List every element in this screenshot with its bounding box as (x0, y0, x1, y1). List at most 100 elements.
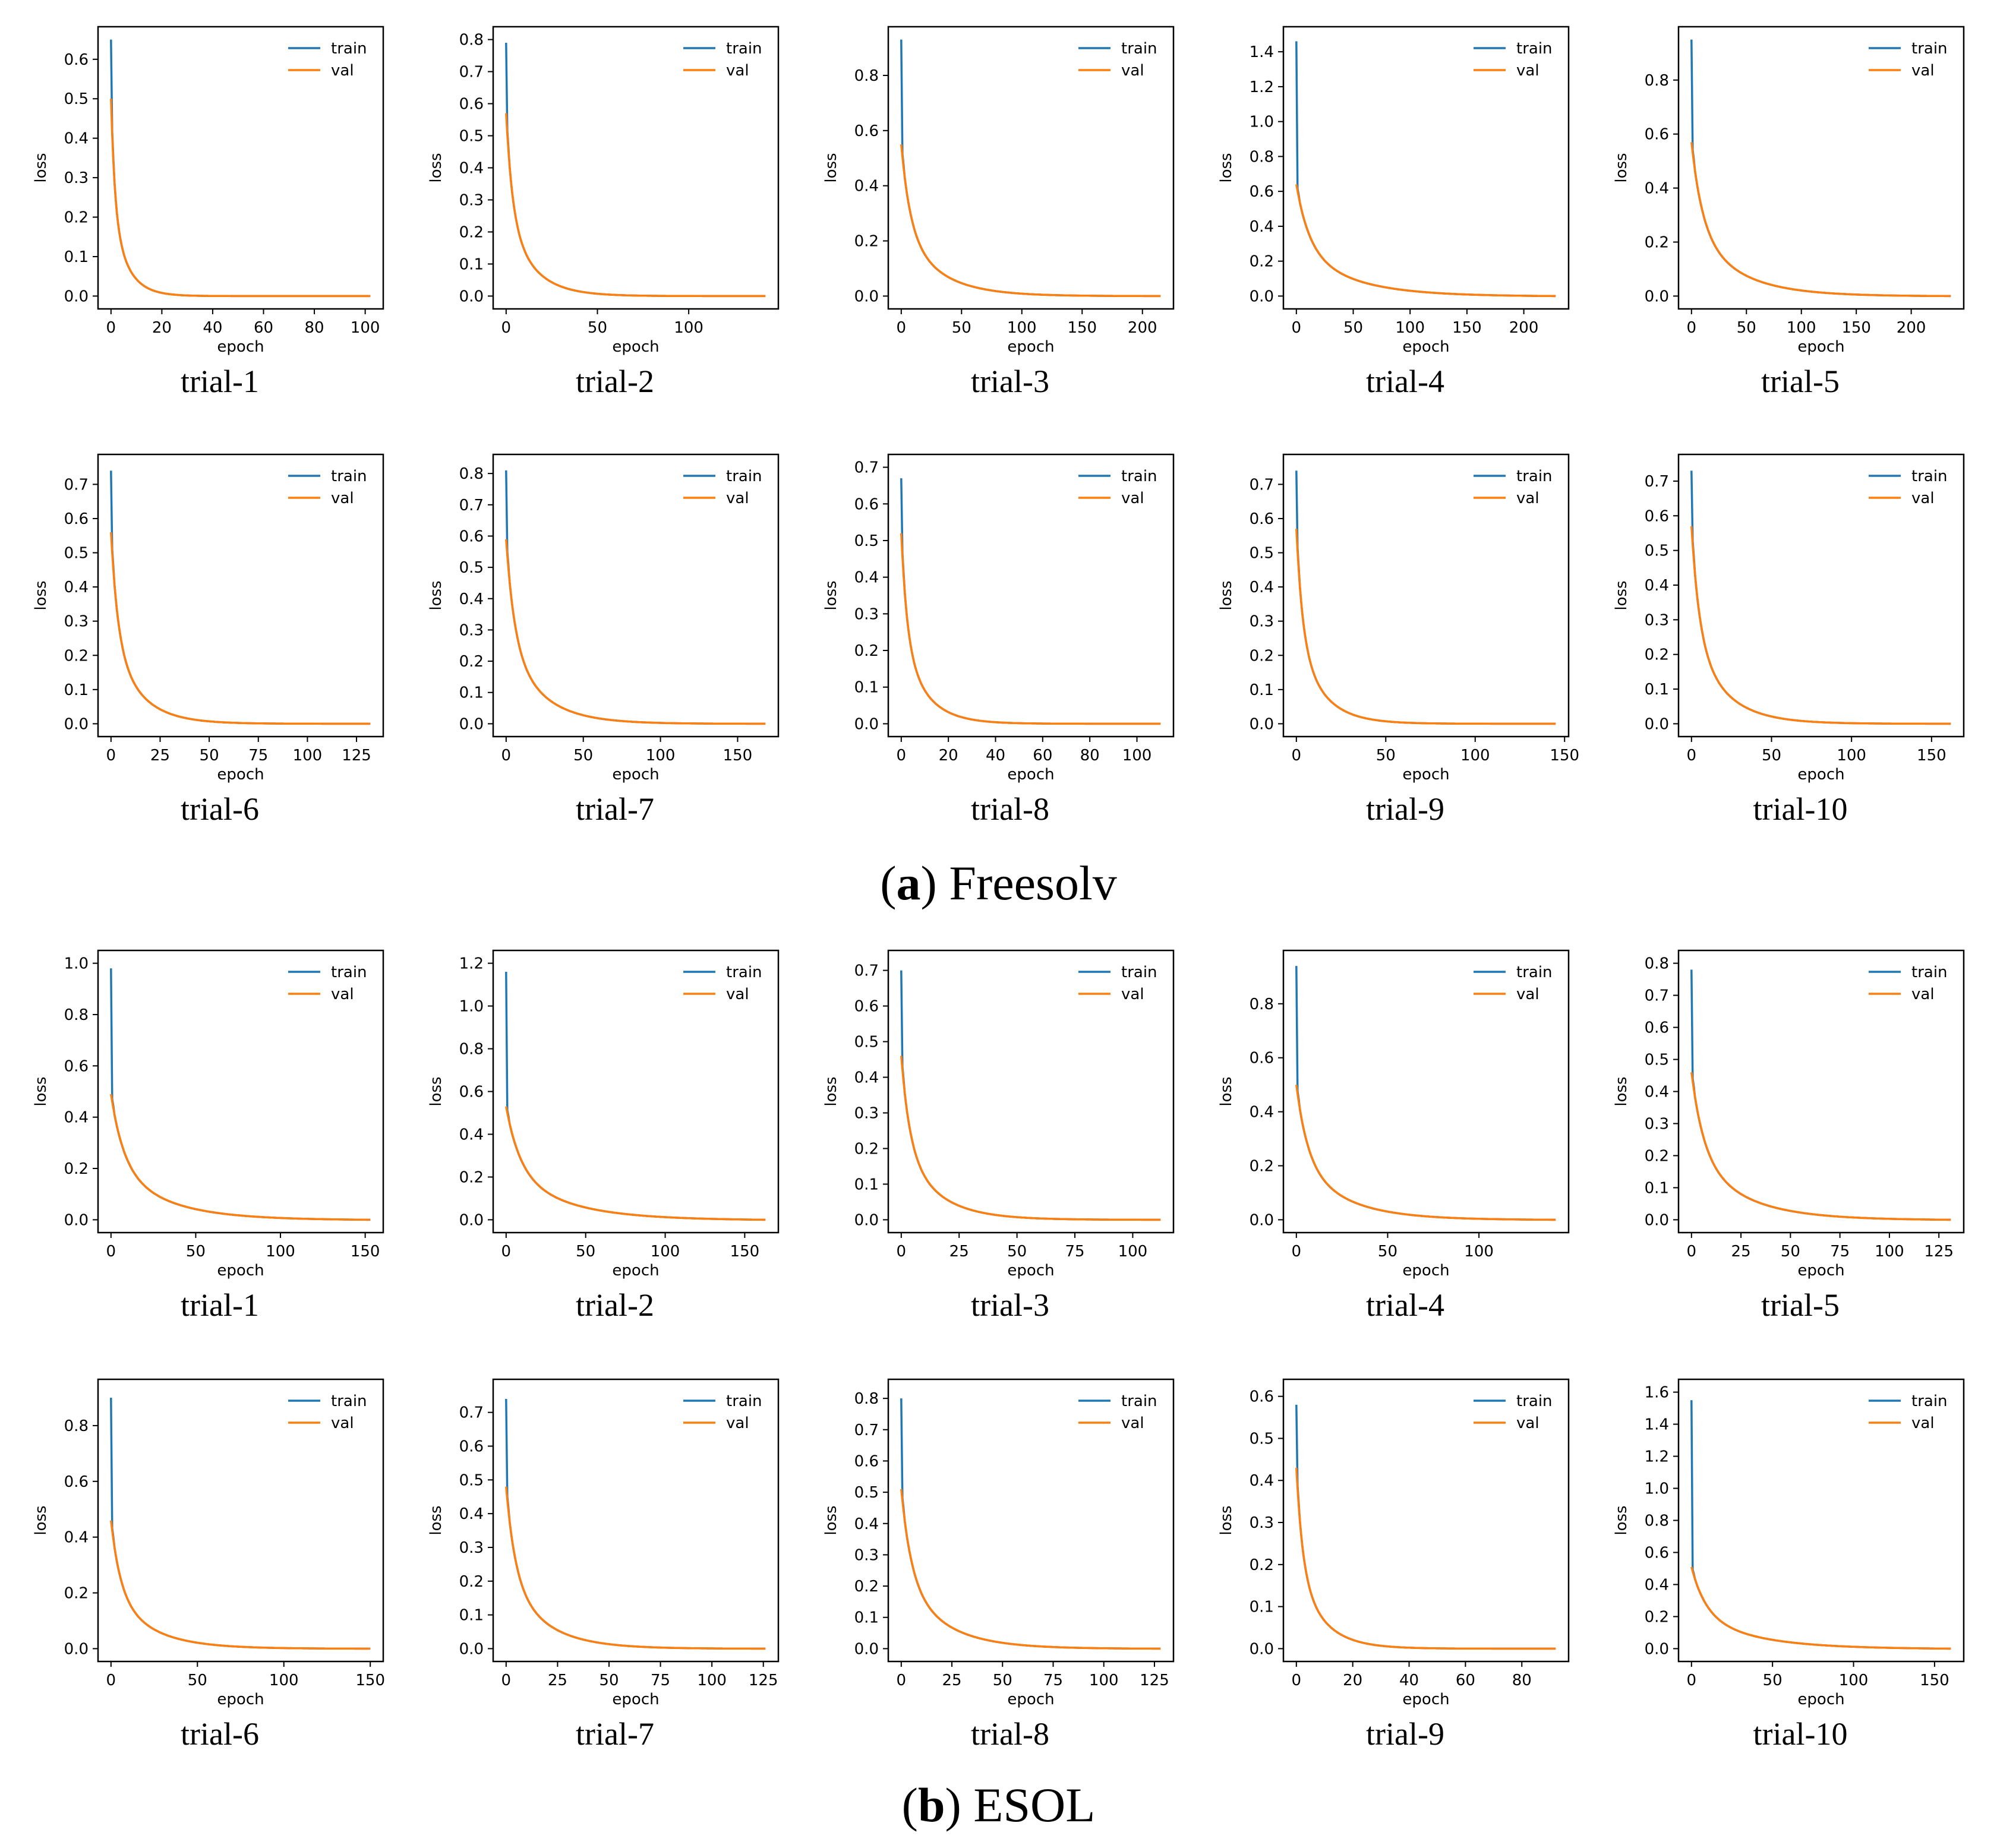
y-tick-label: 0.3 (1645, 611, 1669, 629)
train-line (110, 470, 371, 725)
y-tick-label: 0.0 (459, 1640, 484, 1658)
x-tick-label: 0 (1687, 1672, 1697, 1689)
x-axis-label: epoch (1007, 1691, 1054, 1708)
y-axis-label: loss (32, 1076, 50, 1106)
y-tick-label: 0.4 (1250, 1104, 1274, 1122)
val-line (1690, 142, 1951, 298)
x-tick-label: 50 (993, 1672, 1012, 1689)
y-axis-label: loss (822, 1076, 840, 1106)
y-axis-label: loss (427, 1076, 445, 1106)
trial-caption: trial-3 (971, 364, 1049, 399)
y-tick-label: 0.6 (854, 998, 879, 1016)
y-tick-label: 0.8 (1645, 955, 1669, 973)
legend-train-label: train (331, 467, 367, 485)
y-tick-label: 0.5 (854, 1484, 879, 1502)
y-tick-label: 1.0 (1645, 1480, 1669, 1498)
legend-train-label: train (1121, 40, 1157, 58)
plot-frame (1282, 26, 1570, 310)
y-tick-label: 0.0 (459, 288, 484, 305)
y-tick-label: 0.2 (64, 1585, 89, 1603)
x-tick-label: 100 (293, 747, 323, 765)
x-axis-label: epoch (1007, 1262, 1054, 1280)
legend-val-label: val (1516, 1414, 1539, 1432)
trial-subplot: 0.0 0.1 0.2 0.3 0.4 0.5 0.6 0.7 0 50 100 150 epoch lo… (1613, 453, 1965, 827)
trial-subplot: 0.0 0.1 0.2 0.3 0.4 0.5 0.6 0.7 0 20 40 60 80 100 epoc… (822, 453, 1175, 827)
trial-subplot: 0.0 0.2 0.4 0.6 0.8 0 50 100 150 200 epoch loss trai… (1613, 26, 1965, 399)
x-tick-label: 25 (150, 747, 170, 765)
x-tick-label: 150 (1067, 319, 1097, 337)
legend-val-label: val (1516, 985, 1539, 1003)
x-axis-label: epoch (1797, 766, 1844, 784)
x-tick-label: 0 (1292, 747, 1302, 765)
train-line (900, 1398, 1161, 1650)
x-tick-label: 40 (203, 319, 222, 337)
x-tick-label: 150 (1452, 319, 1482, 337)
y-axis-label: loss (1217, 153, 1235, 182)
y-tick-label: 0.6 (1250, 510, 1274, 528)
val-line (110, 1520, 371, 1650)
legend-train-label: train (1516, 467, 1553, 485)
y-tick-label: 0.0 (459, 715, 484, 733)
trial-caption: trial-8 (971, 1716, 1049, 1752)
y-tick-label: 1.0 (1250, 113, 1274, 131)
trial-caption: trial-5 (1761, 364, 1840, 399)
y-tick-label: 0.2 (459, 653, 484, 671)
x-tick-label: 150 (730, 1243, 760, 1261)
x-tick-label: 100 (1464, 1243, 1494, 1261)
x-tick-label: 0 (106, 747, 116, 765)
y-tick-label: 0.1 (854, 679, 879, 697)
y-tick-label: 1.2 (1250, 78, 1274, 96)
y-tick-label: 0.7 (459, 64, 484, 81)
y-tick-label: 0.7 (1250, 476, 1274, 494)
trial-caption: trial-4 (1366, 1287, 1444, 1323)
y-tick-label: 0.4 (1645, 1576, 1669, 1594)
x-tick-label: 80 (1080, 747, 1100, 765)
y-tick-label: 0.1 (459, 1607, 484, 1625)
y-tick-label: 0.7 (854, 459, 879, 477)
legend-train-label: train (331, 964, 367, 981)
val-line (900, 1056, 1161, 1221)
x-tick-label: 75 (1830, 1243, 1850, 1261)
legend-val-label: val (1911, 62, 1935, 80)
legend-train-label: train (1911, 1392, 1948, 1410)
x-axis-label: epoch (1797, 1262, 1844, 1280)
x-tick-label: 25 (942, 1672, 961, 1689)
val-line (1295, 184, 1556, 298)
y-tick-label: 0.0 (1250, 288, 1274, 305)
trial-caption: trial-3 (971, 1287, 1049, 1323)
val-line (900, 533, 1161, 725)
y-tick-label: 0.2 (854, 1578, 879, 1596)
val-line (900, 144, 1161, 298)
x-tick-label: 150 (723, 747, 753, 765)
x-tick-label: 100 (351, 319, 380, 337)
y-tick-label: 0.4 (459, 160, 484, 178)
x-tick-label: 0 (106, 319, 116, 337)
y-tick-label: 0.0 (1645, 1211, 1669, 1229)
x-tick-label: 80 (305, 319, 324, 337)
x-tick-label: 50 (952, 319, 971, 337)
y-tick-label: 0.1 (1645, 681, 1669, 699)
y-tick-label: 0.8 (1645, 72, 1669, 90)
y-tick-label: 0.2 (1645, 234, 1669, 252)
train-line (1690, 969, 1951, 1221)
y-tick-label: 0.0 (854, 288, 879, 305)
x-tick-label: 100 (697, 1672, 727, 1689)
x-tick-label: 50 (588, 319, 607, 337)
y-tick-label: 0.2 (1250, 1158, 1274, 1176)
trial-subplot: 0.0 0.2 0.4 0.6 0.8 1.0 1.2 1.4 1.6 0 50 100 150 epoc… (1613, 1378, 1965, 1752)
x-tick-label: 20 (152, 319, 172, 337)
y-tick-label: 0.4 (1645, 1083, 1669, 1101)
y-tick-label: 1.4 (1250, 43, 1274, 61)
trial-subplot: 0.0 0.2 0.4 0.6 0.8 1.0 1.2 0 50 100 150 epoch loss t… (427, 949, 780, 1323)
plot-frame (97, 26, 384, 310)
legend-train-label: train (726, 1392, 762, 1410)
val-line (1295, 1467, 1556, 1650)
legend-train-label: train (1121, 467, 1157, 485)
y-tick-label: 0.4 (854, 178, 879, 195)
x-tick-label: 125 (749, 1672, 778, 1689)
val-line (110, 99, 371, 298)
y-tick-label: 0.4 (1250, 579, 1274, 596)
y-axis-label: loss (427, 580, 445, 610)
plot-frame (887, 1378, 1175, 1663)
x-tick-label: 50 (200, 747, 219, 765)
